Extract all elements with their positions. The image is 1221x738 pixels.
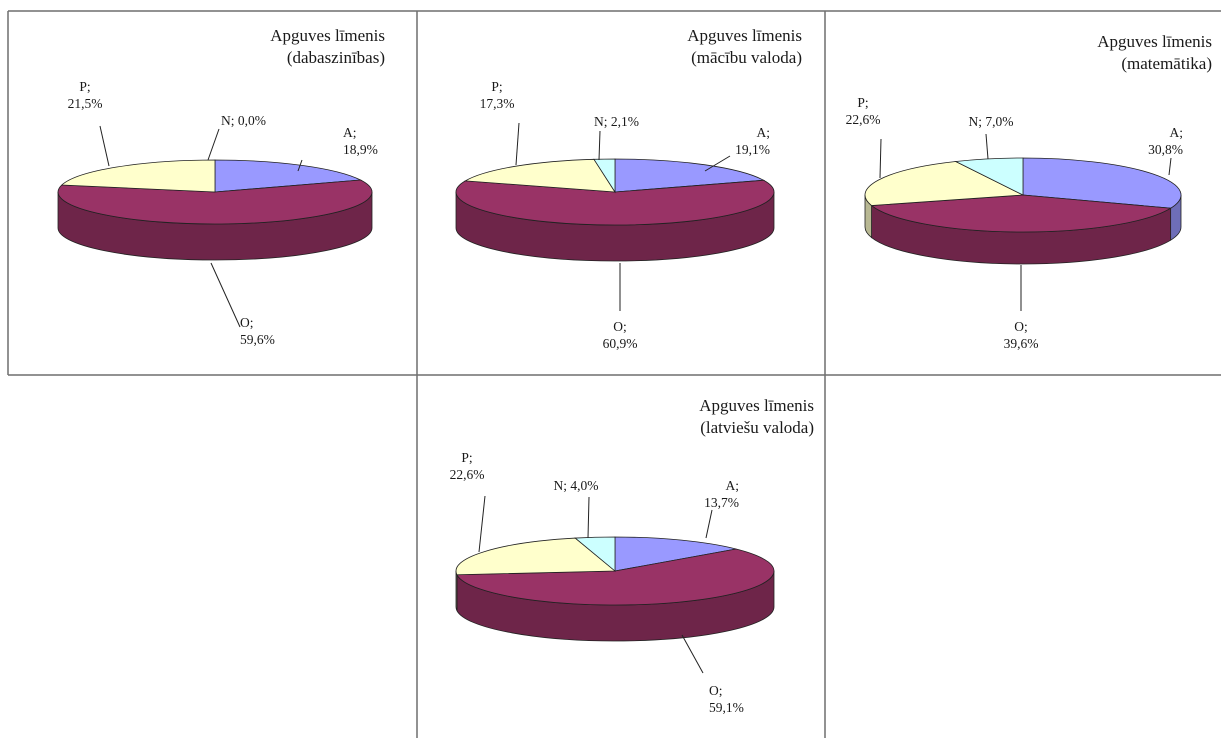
pie-slice-P bbox=[864, 161, 1025, 206]
pie-slice-A bbox=[614, 158, 765, 193]
chart-panel-dabazinibas: Apguves līmenis (dabaszinības) A; 18,9% O;… bbox=[8, 11, 415, 375]
chart-subtitle: (mācību valoda) bbox=[691, 48, 802, 67]
data-label-P: P; 17,3% bbox=[480, 79, 515, 111]
chart-title: Apguves līmenis bbox=[270, 26, 385, 45]
chart-subtitle: (dabaszinības) bbox=[287, 48, 385, 67]
leader-line-N bbox=[587, 496, 590, 539]
data-label-P: P; 21,5% bbox=[68, 79, 103, 111]
leader-line-N bbox=[207, 128, 220, 161]
leader-line-P bbox=[515, 122, 520, 166]
leader-line-A bbox=[705, 509, 713, 539]
chart-title: Apguves līmenis bbox=[1097, 32, 1212, 51]
pie-chart-macibu-valoda: Apguves līmenis (mācību valoda) A; 19,1% O… bbox=[455, 26, 802, 351]
data-label-A: A; 13,7% bbox=[704, 478, 739, 510]
pie-slice-P bbox=[60, 159, 216, 193]
leader-line-N bbox=[598, 130, 601, 161]
chart-title: Apguves līmenis bbox=[699, 396, 814, 415]
data-label-A: A; 19,1% bbox=[735, 125, 770, 157]
pie-chart-matematika: Apguves līmenis (matemātika) A; 30,8% O; 39… bbox=[846, 32, 1212, 351]
leader-line-A bbox=[704, 155, 731, 172]
data-label-O: O; 59,6% bbox=[240, 315, 275, 347]
leader-line-O bbox=[681, 634, 704, 674]
data-label-O: O; 39,6% bbox=[1004, 319, 1039, 351]
pie-slice-P bbox=[455, 537, 617, 576]
pie-slice-A bbox=[214, 159, 363, 193]
chart-subtitle: (latviešu valoda) bbox=[700, 418, 814, 437]
leader-line-N bbox=[985, 133, 989, 160]
pie-slice-A bbox=[1022, 157, 1182, 209]
leader-line-P bbox=[478, 495, 486, 553]
pie-slice-O bbox=[456, 548, 775, 606]
pie-side-P bbox=[455, 570, 458, 611]
pie-chart-latviesu-valoda: Apguves līmenis (latviešu valoda) A; 13,7… bbox=[450, 396, 814, 715]
pie-slice-P bbox=[464, 158, 616, 193]
leader-line-O bbox=[210, 262, 241, 328]
data-label-N: N; 2,1% bbox=[594, 114, 639, 129]
pie-slice-N bbox=[954, 157, 1024, 196]
chart-panel-latviesu-valoda: Apguves līmenis (latviešu valoda) A; 13,7… bbox=[418, 375, 824, 738]
chart-title: Apguves līmenis bbox=[687, 26, 802, 45]
data-label-O: O; 59,1% bbox=[709, 683, 744, 715]
chart-subtitle: (matemātika) bbox=[1121, 54, 1212, 73]
leader-line-A bbox=[1168, 157, 1172, 176]
data-label-P: P; 22,6% bbox=[846, 95, 881, 127]
data-label-O: O; 60,9% bbox=[603, 319, 638, 351]
data-label-N: N; 0,0% bbox=[221, 113, 266, 128]
pie-slice-N bbox=[574, 536, 616, 572]
data-label-A: A; 30,8% bbox=[1148, 125, 1183, 157]
data-label-N: N; 7,0% bbox=[969, 114, 1014, 129]
pie-slice-N bbox=[593, 158, 616, 194]
leader-line-P bbox=[99, 125, 110, 167]
pie-slice-A bbox=[614, 536, 737, 572]
data-label-N: N; 4,0% bbox=[554, 478, 599, 493]
data-label-A: A; 18,9% bbox=[343, 125, 378, 157]
leader-line-P bbox=[879, 138, 882, 179]
pie-slice-O bbox=[870, 194, 1172, 233]
chart-panel-macibu-valoda: Apguves līmenis (mācību valoda) A; 19,1% O… bbox=[418, 11, 824, 375]
pie-chart-dabazinibas: Apguves līmenis (dabaszinības) A; 18,9% O;… bbox=[57, 26, 385, 347]
pie-slice-O bbox=[455, 179, 775, 226]
chart-panel-matematika: Apguves līmenis (matemātika) A; 30,8% O; 39… bbox=[826, 11, 1221, 375]
leader-line-A bbox=[297, 159, 303, 172]
pie-slice-O bbox=[57, 179, 373, 225]
data-label-P: P; 22,6% bbox=[450, 450, 485, 482]
